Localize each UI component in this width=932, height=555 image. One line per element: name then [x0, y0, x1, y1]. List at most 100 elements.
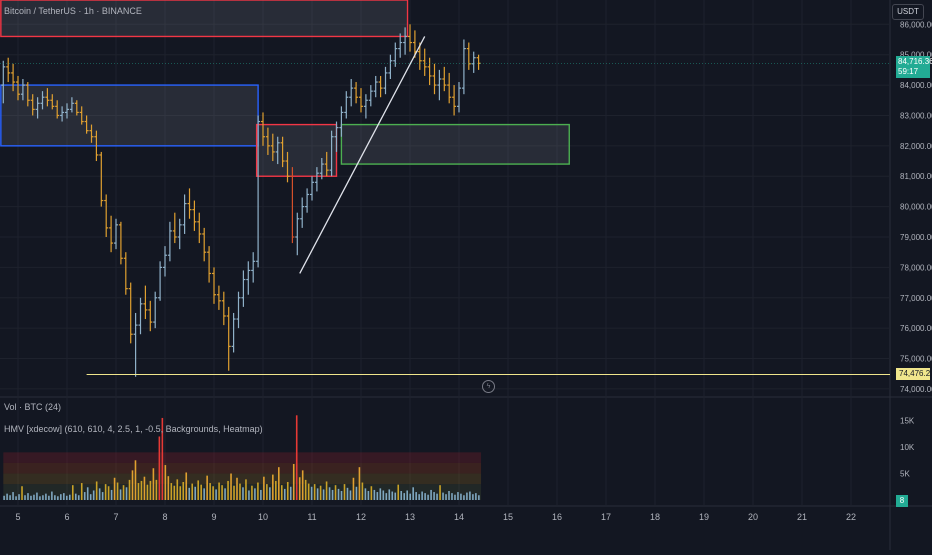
- ohlc-bar: [74, 100, 79, 116]
- ohlc-bar: [305, 188, 310, 213]
- ohlc-bar: [388, 54, 393, 79]
- ohlc-bar: [403, 27, 408, 55]
- ohlc-bar: [339, 106, 344, 137]
- price-tick-label: 78,000.00: [900, 263, 932, 272]
- volume-bar: [269, 487, 271, 500]
- volume-bar: [218, 482, 220, 500]
- price-tick-label: 85,000.00: [900, 51, 932, 60]
- price-tick-label: 83,000.00: [900, 111, 932, 120]
- volume-bar: [51, 491, 53, 500]
- volume-bar: [125, 487, 128, 500]
- volume-bar: [406, 490, 409, 500]
- ohlc-bar: [359, 88, 363, 113]
- volume-bar: [98, 488, 101, 500]
- ohlc-bar: [158, 261, 163, 301]
- volume-bar: [466, 492, 468, 500]
- ohlc-bar: [270, 133, 275, 162]
- ohlc-bar: [285, 151, 290, 183]
- volume-last-value-tag: 8: [896, 495, 908, 507]
- ohlc-bar: [442, 66, 447, 92]
- ohlc-bar: [138, 297, 143, 335]
- volume-bar: [110, 489, 113, 500]
- volume-bar: [176, 479, 179, 500]
- volume-bar: [164, 465, 167, 500]
- ohlc-bar: [65, 103, 69, 119]
- volume-heatmap-band: [3, 473, 482, 485]
- ohlc-bar: [251, 252, 256, 283]
- ohlc-bar: [99, 151, 104, 207]
- volume-bar: [137, 483, 140, 500]
- volume-bar: [349, 490, 352, 500]
- volume-bar: [463, 495, 465, 500]
- current-price-value: 84,716.36: [898, 57, 932, 67]
- ohlc-bar: [84, 115, 89, 134]
- volume-bar: [427, 494, 429, 500]
- volume-bar: [191, 483, 194, 500]
- volume-bar: [289, 486, 292, 500]
- volume-bar: [63, 493, 65, 500]
- time-tick-label: 12: [356, 512, 366, 522]
- ohlc-bar: [163, 246, 167, 277]
- ohlc-bar: [324, 151, 329, 177]
- volume-heatmap-band: [3, 462, 482, 474]
- ohlc-bar: [349, 79, 354, 107]
- time-tick-label: 14: [454, 512, 464, 522]
- volume-bar: [140, 480, 143, 500]
- volume-legend[interactable]: Vol · BTC (24): [4, 402, 62, 412]
- volume-bar: [275, 480, 277, 500]
- ohlc-bar: [393, 42, 398, 67]
- volume-bar: [322, 489, 325, 500]
- currency-button[interactable]: USDT: [892, 4, 924, 20]
- ohlc-bar: [45, 88, 50, 107]
- volume-bar: [24, 495, 26, 500]
- volume-bar: [331, 489, 334, 500]
- price-tick-label: 82,000.00: [900, 142, 932, 151]
- volume-bar: [197, 480, 199, 500]
- volume-bar: [439, 485, 441, 500]
- volume-bar: [104, 484, 107, 500]
- ohlc-bar: [197, 212, 202, 244]
- volume-bar: [442, 492, 444, 500]
- ohlc-bar: [275, 136, 280, 165]
- volume-bar: [18, 494, 20, 500]
- volume-bar: [382, 490, 385, 500]
- volume-bar: [295, 415, 298, 500]
- ohlc-bar: [172, 212, 177, 244]
- volume-bar: [334, 485, 337, 500]
- ohlc-bar: [109, 215, 114, 253]
- ohlc-bar: [344, 91, 349, 119]
- volume-bar: [60, 494, 62, 500]
- ohlc-bar: [123, 252, 128, 295]
- lightning-icon[interactable]: ϟ: [482, 380, 495, 393]
- time-tick-label: 10: [258, 512, 268, 522]
- ohlc-bar: [310, 176, 314, 201]
- ohlc-bar: [408, 24, 412, 52]
- volume-bar: [33, 494, 35, 500]
- volume-bar: [170, 483, 173, 500]
- price-tick-label: 77,000.00: [900, 294, 932, 303]
- ohlc-bar: [437, 69, 442, 101]
- ohlc-bar: [476, 54, 481, 70]
- bar-countdown: 59:17: [898, 67, 919, 77]
- volume-bar: [185, 472, 188, 500]
- ohlc-bar: [231, 312, 236, 353]
- volume-bar: [385, 493, 388, 500]
- hmv-legend[interactable]: HMV [xdecow] (610, 610, 4, 2.5, 1, -0.5,…: [4, 424, 263, 434]
- volume-bar: [325, 481, 328, 500]
- volume-bar: [298, 477, 301, 500]
- ohlc-bar: [118, 221, 123, 265]
- volume-bar: [12, 492, 14, 500]
- demand-zone-green: [340, 123, 570, 165]
- volume-bar: [272, 474, 274, 500]
- volume-bar: [358, 467, 361, 500]
- ohlc-bar: [457, 82, 461, 113]
- volume-bar: [292, 464, 295, 500]
- price-tick-label: 80,000.00: [900, 203, 932, 212]
- ohlc-bars: [1, 24, 481, 377]
- ohlc-bar: [466, 42, 471, 70]
- symbol-title[interactable]: Bitcoin / TetherUS · 1h · BINANCE: [4, 6, 142, 16]
- volume-bar: [188, 487, 191, 500]
- ohlc-bar: [383, 66, 388, 95]
